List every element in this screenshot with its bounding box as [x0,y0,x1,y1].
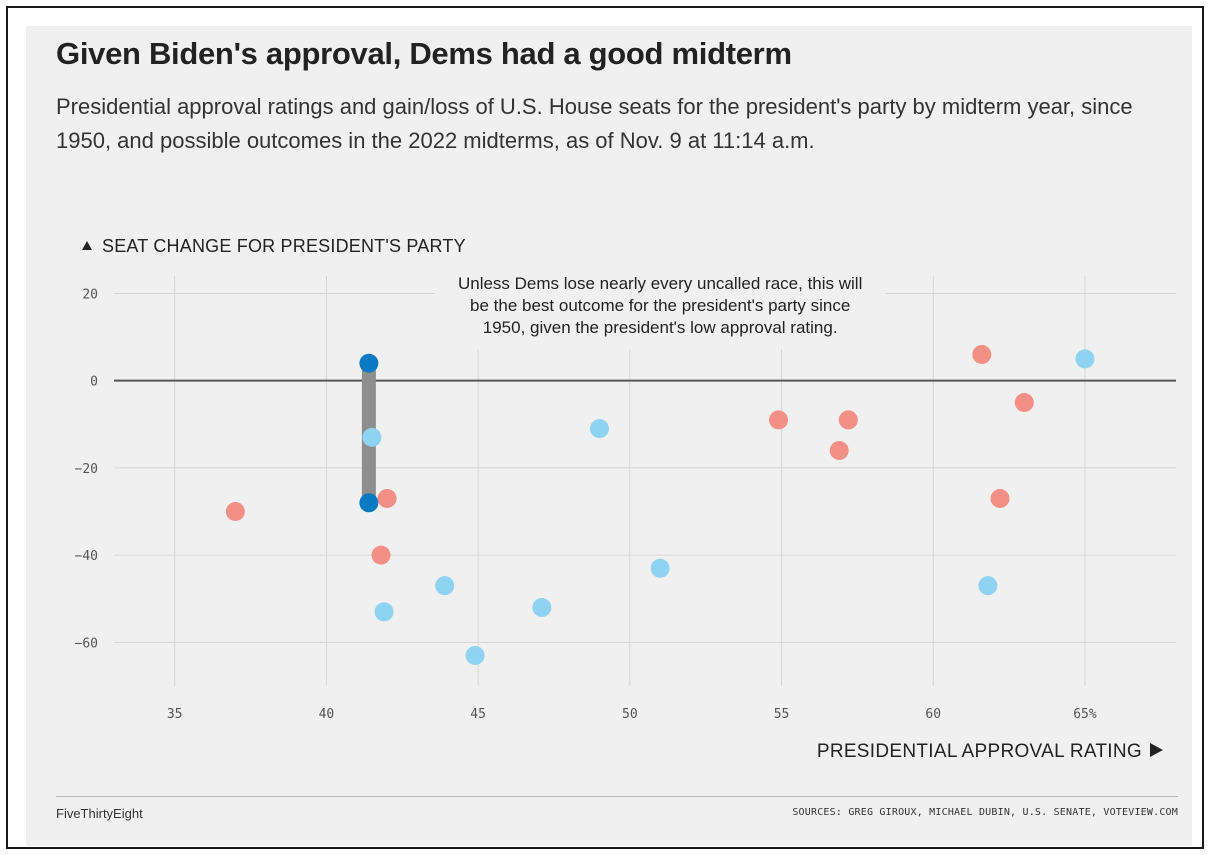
chart-title: Given Biden's approval, Dems had a good … [56,36,792,71]
annotation-line: be the best outcome for the president's … [470,296,850,315]
footer-sources: SOURCES: GREG GIROUX, MICHAEL DUBIN, U.S… [792,807,1178,818]
republican-point [225,502,245,522]
republican-point [769,410,789,430]
data-points [225,345,1095,665]
x-tick-label: 65% [1073,707,1097,722]
x-tick-label: 60 [925,707,941,722]
footer-brand: FiveThirtyEight [56,806,143,821]
republican-point [829,440,849,460]
democratic-point [435,576,455,596]
democratic-point [374,602,394,622]
footer-divider [56,796,1178,797]
x-tick-label: 45 [470,707,486,722]
y-tick-label: −20 [75,462,98,477]
democratic-point [589,419,609,439]
x-tick-label: 50 [622,707,638,722]
democratic-point [532,597,552,617]
chart-card: Given Biden's approval, Dems had a good … [26,26,1192,846]
annotation-line: 1950, given the president's low approval… [483,318,838,337]
democratic-point [978,576,998,596]
x-axis-label: PRESIDENTIAL APPROVAL RATING [817,741,1142,762]
scatter-plot: 35 40 45 50 55 60 65% 20 0 −20 −40 −60 SEAT CHANGE … [75,236,1176,762]
x-tick-label: 55 [774,707,790,722]
x-tick-label: 40 [319,707,335,722]
outcome-2022-best-point [359,353,379,373]
democratic-point [650,558,670,578]
annotation-line: Unless Dems lose nearly every uncalled r… [458,274,862,293]
chart-frame: Given Biden's approval, Dems had a good … [6,6,1204,849]
chart-subtitle: Presidential approval ratings and gain/l… [56,94,1133,153]
annotation-background [435,269,886,350]
y-axis-label: SEAT CHANGE FOR PRESIDENT'S PARTY [102,236,466,256]
tick-labels: 35 40 45 50 55 60 65% 20 0 −20 −40 −60 [75,287,1097,722]
democratic-point [362,427,382,447]
y-tick-label: −60 [75,636,98,651]
axis-labels: SEAT CHANGE FOR PRESIDENT'S PARTY PRESIDE… [82,236,1163,762]
y-axis-arrow-icon [82,241,92,250]
republican-point [838,410,858,430]
y-tick-label: −40 [75,549,98,564]
x-tick-label: 35 [167,707,183,722]
outcome-2022-worst-point [359,493,379,513]
democratic-point [465,645,485,665]
republican-point [377,488,397,508]
annotation: Unless Dems lose nearly every uncalled r… [435,269,886,350]
republican-point [1014,392,1034,412]
democratic-point [1075,349,1095,369]
republican-point [371,545,391,565]
x-axis-arrow-icon [1150,743,1163,757]
republican-point [990,488,1010,508]
y-tick-label: 20 [82,287,98,302]
republican-point [972,345,992,365]
y-tick-label: 0 [90,375,98,390]
